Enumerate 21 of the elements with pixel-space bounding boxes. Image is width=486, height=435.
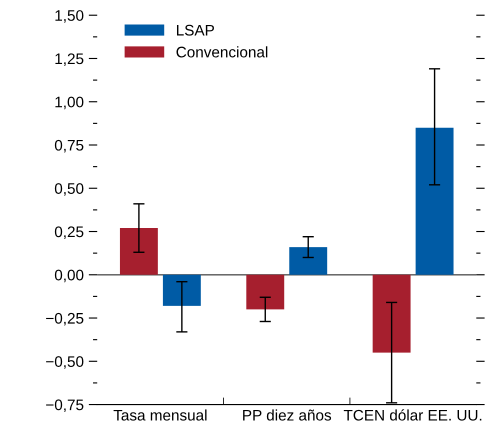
- y-tick-label: 1,50: [55, 10, 84, 23]
- bar: [162, 274, 201, 306]
- bar: [416, 128, 454, 275]
- x-tick-label: PP diez años: [243, 409, 332, 421]
- legend-label: LSAP: [176, 24, 214, 36]
- bar: [120, 228, 158, 275]
- bar: [246, 274, 284, 310]
- y-tick-label: −0,50: [46, 356, 84, 369]
- y-tick-label: 0,25: [54, 226, 84, 240]
- x-tick-label: Tasa mensual: [114, 409, 206, 421]
- y-tick-label: −0,75: [46, 399, 84, 412]
- legend-label: Convencional: [176, 46, 268, 58]
- y-tick-label: 0,75: [54, 140, 84, 152]
- bar: [289, 247, 328, 275]
- y-tick-label: 1,00: [55, 96, 84, 110]
- x-tick-label: TCEN dólar EE. UU.: [344, 409, 482, 421]
- bar: [372, 274, 411, 353]
- y-tick-label: 1,25: [55, 53, 84, 66]
- y-tick-label: −0,25: [46, 312, 84, 326]
- y-tick-label: 0,50: [54, 183, 84, 196]
- y-tick-label: 0,00: [54, 270, 84, 282]
